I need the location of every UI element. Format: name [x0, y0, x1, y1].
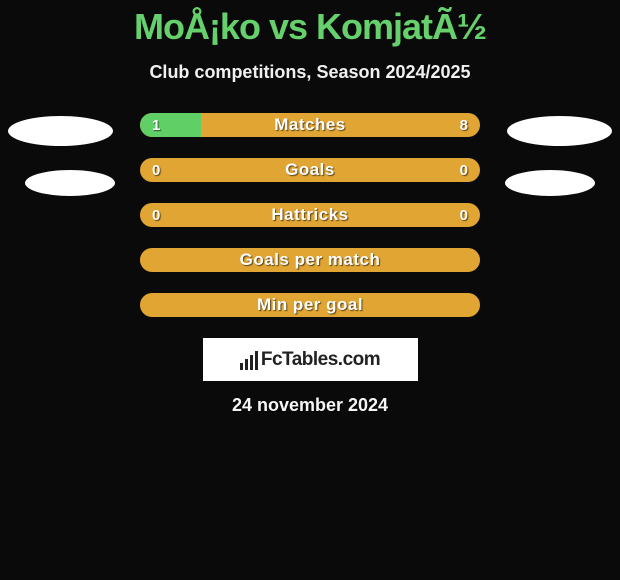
- report-date: 24 november 2024: [0, 395, 620, 416]
- stat-value-right: 0: [460, 207, 468, 224]
- team-right-ellipse-1: [507, 116, 612, 146]
- team-left-ellipse-2: [25, 170, 115, 196]
- stat-label: Hattricks: [140, 205, 480, 225]
- page-title: MoÅ¡ko vs KomjatÃ½: [0, 6, 620, 48]
- stat-label: Goals per match: [240, 250, 381, 270]
- stat-bar-hattricks: 0 Hattricks 0: [140, 203, 480, 227]
- team-right-ellipse-2: [505, 170, 595, 196]
- stat-value-right: 8: [460, 117, 468, 134]
- page-subtitle: Club competitions, Season 2024/2025: [0, 62, 620, 83]
- stat-label: Goals: [140, 160, 480, 180]
- stat-bars: 1 Matches 8 0 Goals 0 0 Hattricks 0 Goal…: [140, 113, 480, 317]
- fctables-logo-text: FcTables.com: [261, 349, 380, 371]
- stat-bar-goals-per-match: Goals per match: [140, 248, 480, 272]
- fctables-bars-icon: [240, 350, 258, 370]
- stat-label: Matches: [140, 115, 480, 135]
- stat-value-right: 0: [460, 162, 468, 179]
- stat-bar-min-per-goal: Min per goal: [140, 293, 480, 317]
- stat-label: Min per goal: [257, 295, 363, 315]
- page-container: MoÅ¡ko vs KomjatÃ½ Club competitions, Se…: [0, 0, 620, 416]
- fctables-logo[interactable]: FcTables.com: [203, 338, 418, 381]
- stats-area: 1 Matches 8 0 Goals 0 0 Hattricks 0 Goal…: [0, 113, 620, 416]
- stat-bar-matches: 1 Matches 8: [140, 113, 480, 137]
- team-left-ellipse-1: [8, 116, 113, 146]
- stat-bar-goals: 0 Goals 0: [140, 158, 480, 182]
